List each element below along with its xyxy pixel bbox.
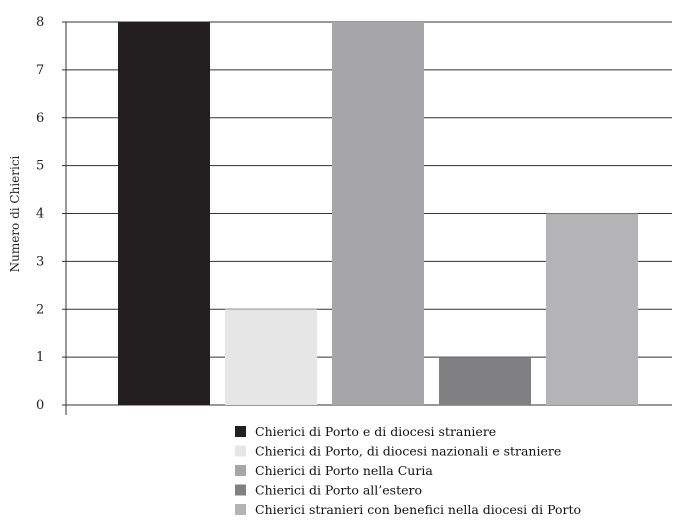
y-axis: 0 1 2 3 4 5 6 7 8 [36, 15, 67, 415]
bar-1 [118, 22, 210, 405]
legend-swatch-4 [235, 484, 246, 496]
legend-swatch-3 [235, 465, 246, 476]
y-tick-label-0: 0 [36, 398, 44, 413]
y-axis-title: Numero di Chierici [8, 155, 22, 272]
bar-2 [225, 309, 317, 405]
legend-swatch-5 [235, 504, 246, 515]
bars [118, 22, 638, 405]
legend-label-2: Chierici di Porto, di diocesi nazionali … [255, 444, 561, 459]
legend-label-3: Chierici di Porto nella Curia [255, 463, 433, 478]
y-tick-label-2: 2 [36, 302, 44, 317]
y-tick-label-3: 3 [36, 254, 44, 269]
y-tick-label-1: 1 [36, 350, 44, 365]
bar-3 [332, 22, 424, 405]
legend-swatch-2 [235, 445, 246, 457]
y-tick-label-4: 4 [36, 207, 44, 222]
legend-swatch-1 [235, 426, 246, 437]
bar-4 [439, 357, 531, 405]
legend-label-4: Chierici di Porto all’estero [255, 483, 422, 498]
legend-label-1: Chierici di Porto e di diocesi straniere [255, 424, 496, 439]
y-tick-label-8: 8 [36, 15, 44, 30]
y-tick-label-5: 5 [36, 159, 44, 174]
y-tick-label-7: 7 [36, 63, 44, 78]
legend: Chierici di Porto e di diocesi straniere… [235, 424, 581, 517]
bar-5 [546, 213, 638, 405]
legend-label-5: Chierici stranieri con benefici nella di… [255, 502, 581, 517]
y-tick-label-6: 6 [36, 111, 44, 126]
